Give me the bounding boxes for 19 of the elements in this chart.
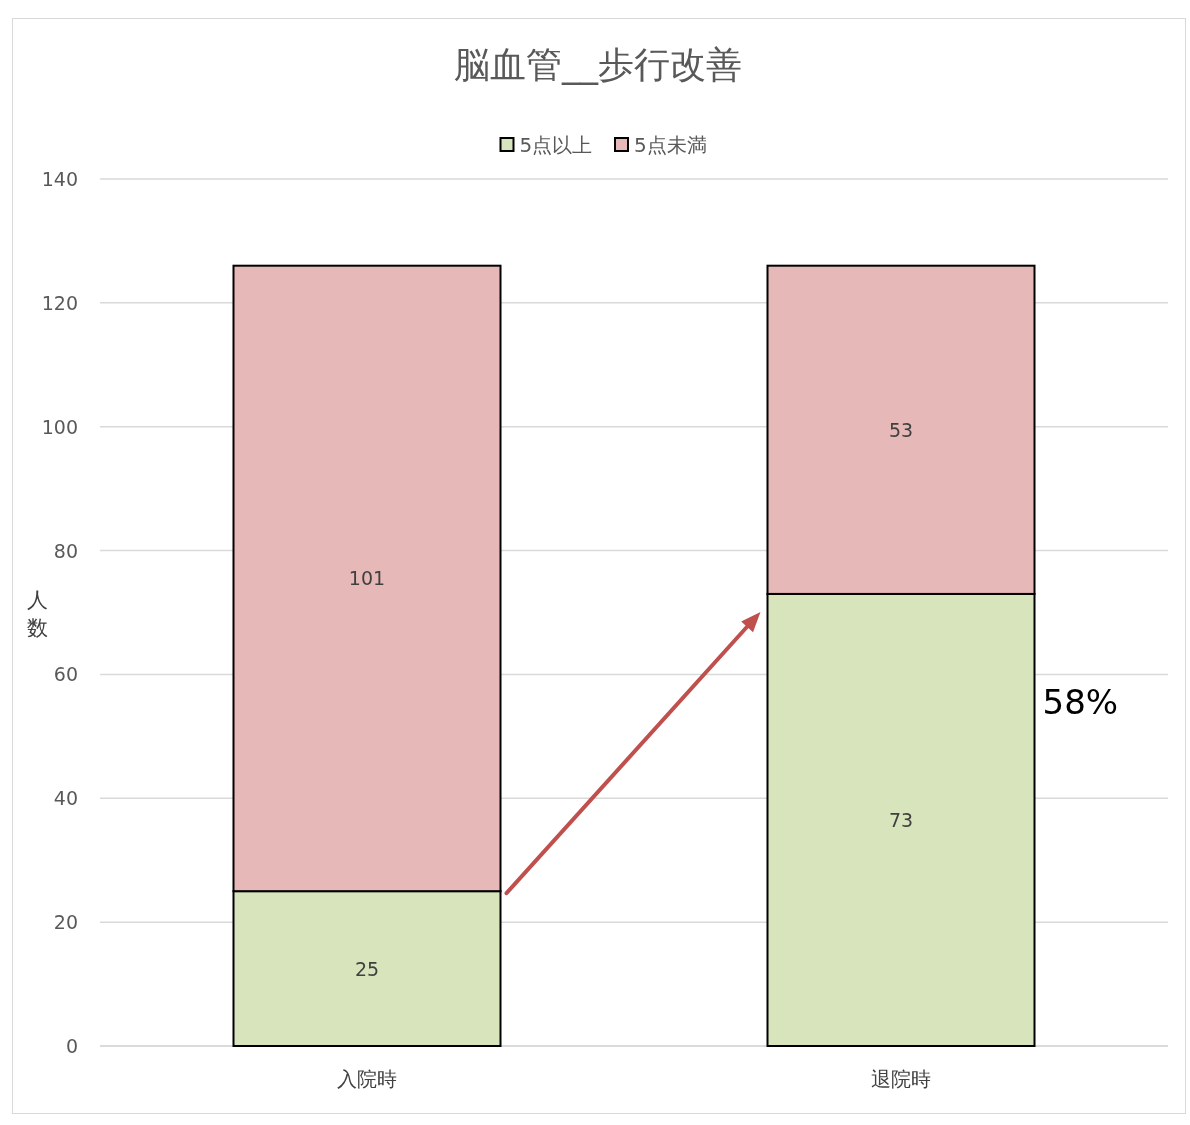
data-label: 53 [888,418,914,441]
y-tick-label: 60 [53,663,78,686]
y-tick-label: 0 [65,1035,78,1057]
y-tick-label: 100 [41,415,78,438]
x-tick-label: 入院時 [337,1067,397,1091]
y-tick-label: 140 [41,168,78,190]
data-label: 73 [888,808,914,831]
annotation: 58% [1042,682,1119,722]
legend-label: 5点未満 [634,133,707,157]
y-tick-label: 120 [41,291,78,314]
chart-title: 脳血管__歩行改善 [454,43,742,85]
y-axis-title: 人数 [26,588,48,640]
legend-label: 5点以上 [519,133,593,157]
y-tick-label: 20 [53,911,78,934]
data-label: 101 [348,567,386,590]
y-tick-label: 40 [53,787,78,810]
y-tick-label: 80 [53,539,78,562]
data-label: 25 [354,957,380,980]
x-tick-label: 退院時 [871,1067,931,1091]
